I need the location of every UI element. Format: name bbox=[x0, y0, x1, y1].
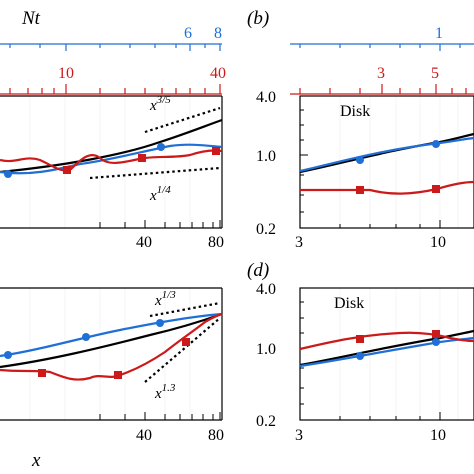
panel-c-red-marker bbox=[38, 369, 46, 377]
panel-a-series-black bbox=[0, 118, 223, 174]
panel-a-top-red-axis bbox=[0, 84, 222, 95]
panel-c: 40 80 x1/3 x1.3 bbox=[0, 287, 224, 444]
panel-d-ytick-4: 4.0 bbox=[256, 281, 276, 298]
grid-d bbox=[299, 288, 459, 420]
panel-b: Disk 4.0 1.0 0.2 3 10 bbox=[256, 89, 474, 251]
panel-d: Disk 4.0 1.0 0.2 3 10 bbox=[256, 281, 474, 444]
guide-x13 bbox=[149, 301, 221, 318]
panel-a-blue-marker bbox=[157, 143, 165, 151]
panel-c-blue-marker bbox=[82, 333, 90, 341]
panel-a-top-blue-tick-8: 8 bbox=[214, 25, 222, 42]
panel-d-ytick-02: 0.2 bbox=[256, 413, 276, 430]
guide-x35 bbox=[144, 106, 221, 134]
panel-c-xtick-40: 40 bbox=[136, 427, 152, 444]
panel-a-red-marker bbox=[212, 147, 220, 155]
guide-x14 bbox=[89, 166, 221, 180]
panel-b-top-blue-axis bbox=[290, 43, 474, 51]
panel-b-xtick-3: 3 bbox=[295, 234, 303, 251]
panel-c-blue-marker bbox=[4, 351, 12, 359]
panel-b-ytick-4: 4.0 bbox=[256, 89, 276, 106]
nt-label: Nt bbox=[21, 8, 41, 29]
panel-c-red-marker bbox=[182, 338, 190, 346]
panel-d-blue-marker bbox=[356, 352, 364, 360]
panel-a-xtick-80: 80 bbox=[208, 234, 224, 251]
panel-a-top-red-tick-40: 40 bbox=[210, 65, 226, 82]
annot-x35: x3/5 bbox=[149, 94, 171, 114]
panel-b-ytick-02: 0.2 bbox=[256, 221, 276, 238]
panel-d-title: Disk bbox=[334, 295, 364, 312]
panel-b-red-marker bbox=[432, 185, 440, 193]
panel-d-xtick-3: 3 bbox=[295, 427, 303, 444]
panel-d-xtick-10: 10 bbox=[430, 427, 446, 444]
panel-b-series-red bbox=[299, 180, 474, 195]
panel-b-series-black bbox=[299, 132, 474, 174]
panel-c-series-black bbox=[0, 312, 223, 369]
panel-b-title: Disk bbox=[340, 103, 370, 120]
panel-a-blue-marker bbox=[4, 170, 12, 178]
panel-b-ytick-1: 1.0 bbox=[256, 148, 276, 165]
annot-x13: x1/3 bbox=[154, 289, 176, 309]
panel-label-b: (b) bbox=[247, 8, 269, 29]
panel-d-series-red bbox=[299, 331, 474, 351]
grid-c bbox=[29, 288, 191, 420]
panel-b-blue-marker bbox=[432, 140, 440, 148]
grid-b bbox=[299, 96, 459, 228]
panel-a-top-blue-axis bbox=[0, 43, 222, 51]
panel-d-series-black bbox=[299, 329, 474, 367]
panel-b-blue-marker bbox=[356, 156, 364, 164]
panel-b-top-red-tick-3: 3 bbox=[377, 65, 385, 82]
panel-d-red-marker bbox=[356, 335, 364, 343]
annot-x14: x1/4 bbox=[149, 184, 171, 204]
panel-a-series-red bbox=[0, 149, 223, 172]
panel-b-xtick-10: 10 bbox=[430, 234, 446, 251]
panel-b-top-red-tick-5: 5 bbox=[431, 65, 439, 82]
panel-c-red-marker bbox=[114, 371, 122, 379]
panel-b-top-red-axis bbox=[290, 84, 474, 95]
panel-a-top-blue-tick-6: 6 bbox=[184, 25, 192, 42]
panel-a-top-red-tick-10: 10 bbox=[58, 65, 74, 82]
panel-b-top-blue-tick-1: 1 bbox=[435, 25, 443, 42]
panel-a-red-marker bbox=[138, 154, 146, 162]
panel-d-ytick-1: 1.0 bbox=[256, 341, 276, 358]
panel-d-blue-marker bbox=[432, 338, 440, 346]
panel-a-series-blue bbox=[0, 143, 223, 175]
panel-a-red-marker bbox=[63, 166, 71, 174]
x-axis-label: x bbox=[31, 450, 41, 471]
panel-b-series-blue bbox=[299, 136, 474, 173]
annot-x113: x1.3 bbox=[154, 382, 176, 402]
panel-label-d: (d) bbox=[247, 260, 269, 281]
panel-b-red-marker bbox=[356, 186, 364, 194]
panel-a: 40 80 x3/5 x1/4 bbox=[0, 94, 224, 251]
panel-c-series-blue bbox=[0, 312, 223, 358]
panel-c-blue-marker bbox=[156, 319, 164, 327]
panel-c-xtick-80: 80 bbox=[208, 427, 224, 444]
panel-a-xtick-40: 40 bbox=[136, 234, 152, 251]
panel-d-red-marker bbox=[432, 330, 440, 338]
